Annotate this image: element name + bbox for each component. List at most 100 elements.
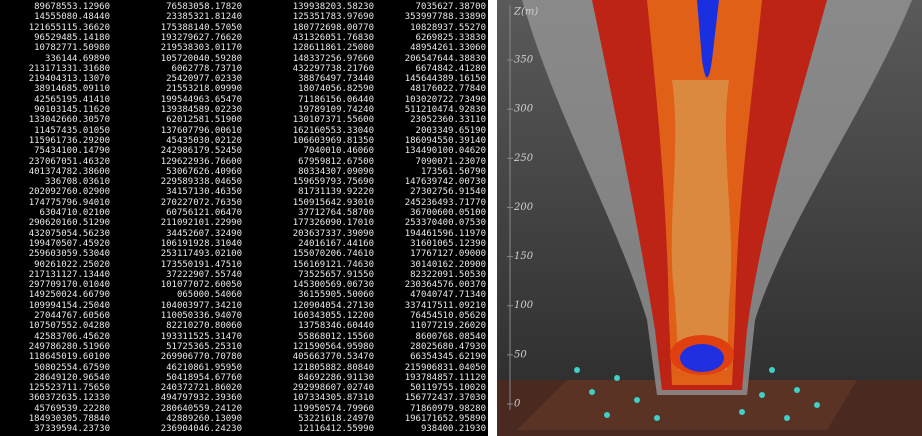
table-cell: 292998607.02740 [293,383,374,393]
table-cell: 42889260.13090 [166,414,242,424]
table-cell: 25420977.02330 [166,74,242,84]
table-cell: 42565195.41410 [34,95,110,105]
table-cell: 73525657.91550 [298,270,374,280]
table-cell: 11077219.26020 [410,321,486,331]
table-cell: 206547644.38830 [405,54,486,64]
table-cell: 193784857.11120 [405,373,486,383]
table-cell: 119950574.79960 [293,404,374,414]
table-cell: 110050336.94070 [161,311,242,321]
table-cell: 147639742.00730 [405,177,486,187]
table-cell: 253117493.02100 [161,249,242,259]
table-cell: 89678553.12960 [34,2,110,12]
table-cell: 180772698.00770 [293,23,374,33]
table-cell: 156772437.37030 [405,393,486,403]
table-cell: 120904054.27130 [293,301,374,311]
table-cell: 432297738.21760 [293,64,374,74]
table-cell: 50802554.67590 [34,363,110,373]
table-cell: 148337256.97660 [293,54,374,64]
table-cell: 6269825.33830 [416,33,486,43]
table-cell: 177326090.17010 [293,218,374,228]
table-cell: 173561.50790 [421,167,486,177]
table-cell: 36155905.50060 [298,290,374,300]
table-cell: 245236493.71770 [405,198,486,208]
table-cell: 118645019.60100 [29,352,110,362]
table-cell: 6062778.73710 [172,64,242,74]
table-cell: 121805882.80840 [293,363,374,373]
table-cell: 50119755.10020 [410,383,486,393]
table-cell: 494797932.39360 [161,393,242,403]
source-core [680,344,724,372]
table-cell: 145300569.06730 [293,280,374,290]
table-cell: 297709170.01040 [29,280,110,290]
table-cell: 199470507.45920 [29,239,110,249]
table-cell: 353997788.33890 [405,12,486,22]
table-cell: 24016167.44160 [298,239,374,249]
table-cell: 103020722.73490 [405,95,486,105]
table-cell: 230364576.00370 [405,280,486,290]
table-cell: 46210861.95950 [166,363,242,373]
table-cell: 10782771.50980 [34,43,110,53]
table-cell: 139384589.02230 [161,105,242,115]
table-cell: 121590564.95980 [293,342,374,352]
table-cell: 431326051.76830 [293,33,374,43]
table-cell: 14555080.48440 [34,12,110,22]
table-cell: 280640559.24120 [161,404,242,414]
table-cell: 145644389.16150 [405,74,486,84]
table-cell: 125351783.97690 [293,12,374,22]
table-cell: 27302756.91540 [410,187,486,197]
table-cell: 236904046.24230 [161,424,242,434]
table-cell: 67959812.67500 [298,157,374,167]
table-cell: 186094550.39140 [405,136,486,146]
table-cell: 27044767.60560 [34,311,110,321]
table-cell: 336144.69890 [45,54,110,64]
table-cell: 159659793.75690 [293,177,374,187]
table-cell: 196171652.95890 [405,414,486,424]
table-cell: 90103145.11620 [34,105,110,115]
table-cell: 106191928.31040 [161,239,242,249]
z-tick-label: 50 [514,349,527,360]
table-cell: 405663770.53470 [293,352,374,362]
table-cell: 53221618.24970 [298,414,374,424]
table-cell: 219538303.01170 [161,43,242,53]
table-cell: 8600768.08540 [416,332,486,342]
table-cell: 66354345.62190 [410,352,486,362]
table-cell: 193279627.76620 [161,33,242,43]
table-cell: 213171331.31680 [29,64,110,74]
table-cell: 336708.03610 [45,177,110,187]
table-cell: 38914685.09110 [34,84,110,94]
table-cell: 28025680.47930 [410,342,486,352]
table-cell: 160343055.12200 [293,311,374,321]
table-cell: 211092101.22990 [161,218,242,228]
table-cell: 81731139.92220 [298,187,374,197]
table-cell: 96529485.14180 [34,33,110,43]
table-cell: 511210474.92830 [405,105,486,115]
table-cell: 149250024.66790 [29,290,110,300]
table-cell: 240372721.86020 [161,383,242,393]
table-cell: 90261022.25020 [34,260,110,270]
table-cell: 62012581.51900 [166,115,242,125]
table-cell: 82210270.80060 [166,321,242,331]
table-cell: 193311525.31470 [161,332,242,342]
table-cell: 82322091.50530 [410,270,486,280]
table-cell: 6304710.02100 [40,208,110,218]
table-cell: 215906831.04050 [405,363,486,373]
axis-title: Z(m) [513,7,538,18]
table-cell: 50418954.67760 [166,373,242,383]
table-cell: 104003977.34210 [161,301,242,311]
table-cell: 175388140.57050 [161,23,242,33]
table-cell: 162160553.33040 [293,126,374,136]
table-cell: 125523711.75650 [29,383,110,393]
table-cell: 55868012.15560 [298,332,374,342]
table-cell: 17767127.09000 [410,249,486,259]
z-tick-label: 250 [513,153,534,164]
table-cell: 155070206.74610 [293,249,374,259]
table-cell: 37222907.55740 [166,270,242,280]
table-cell: 156169121.74630 [293,260,374,270]
table-cell: 6674842.41280 [416,64,486,74]
table-cell: 71186156.06440 [298,95,374,105]
table-cell: 2003349.65190 [416,126,486,136]
table-cell: 12116412.55990 [298,424,374,434]
table-cell: 37712764.58700 [298,208,374,218]
table-cell: 7040010.46060 [304,146,374,156]
